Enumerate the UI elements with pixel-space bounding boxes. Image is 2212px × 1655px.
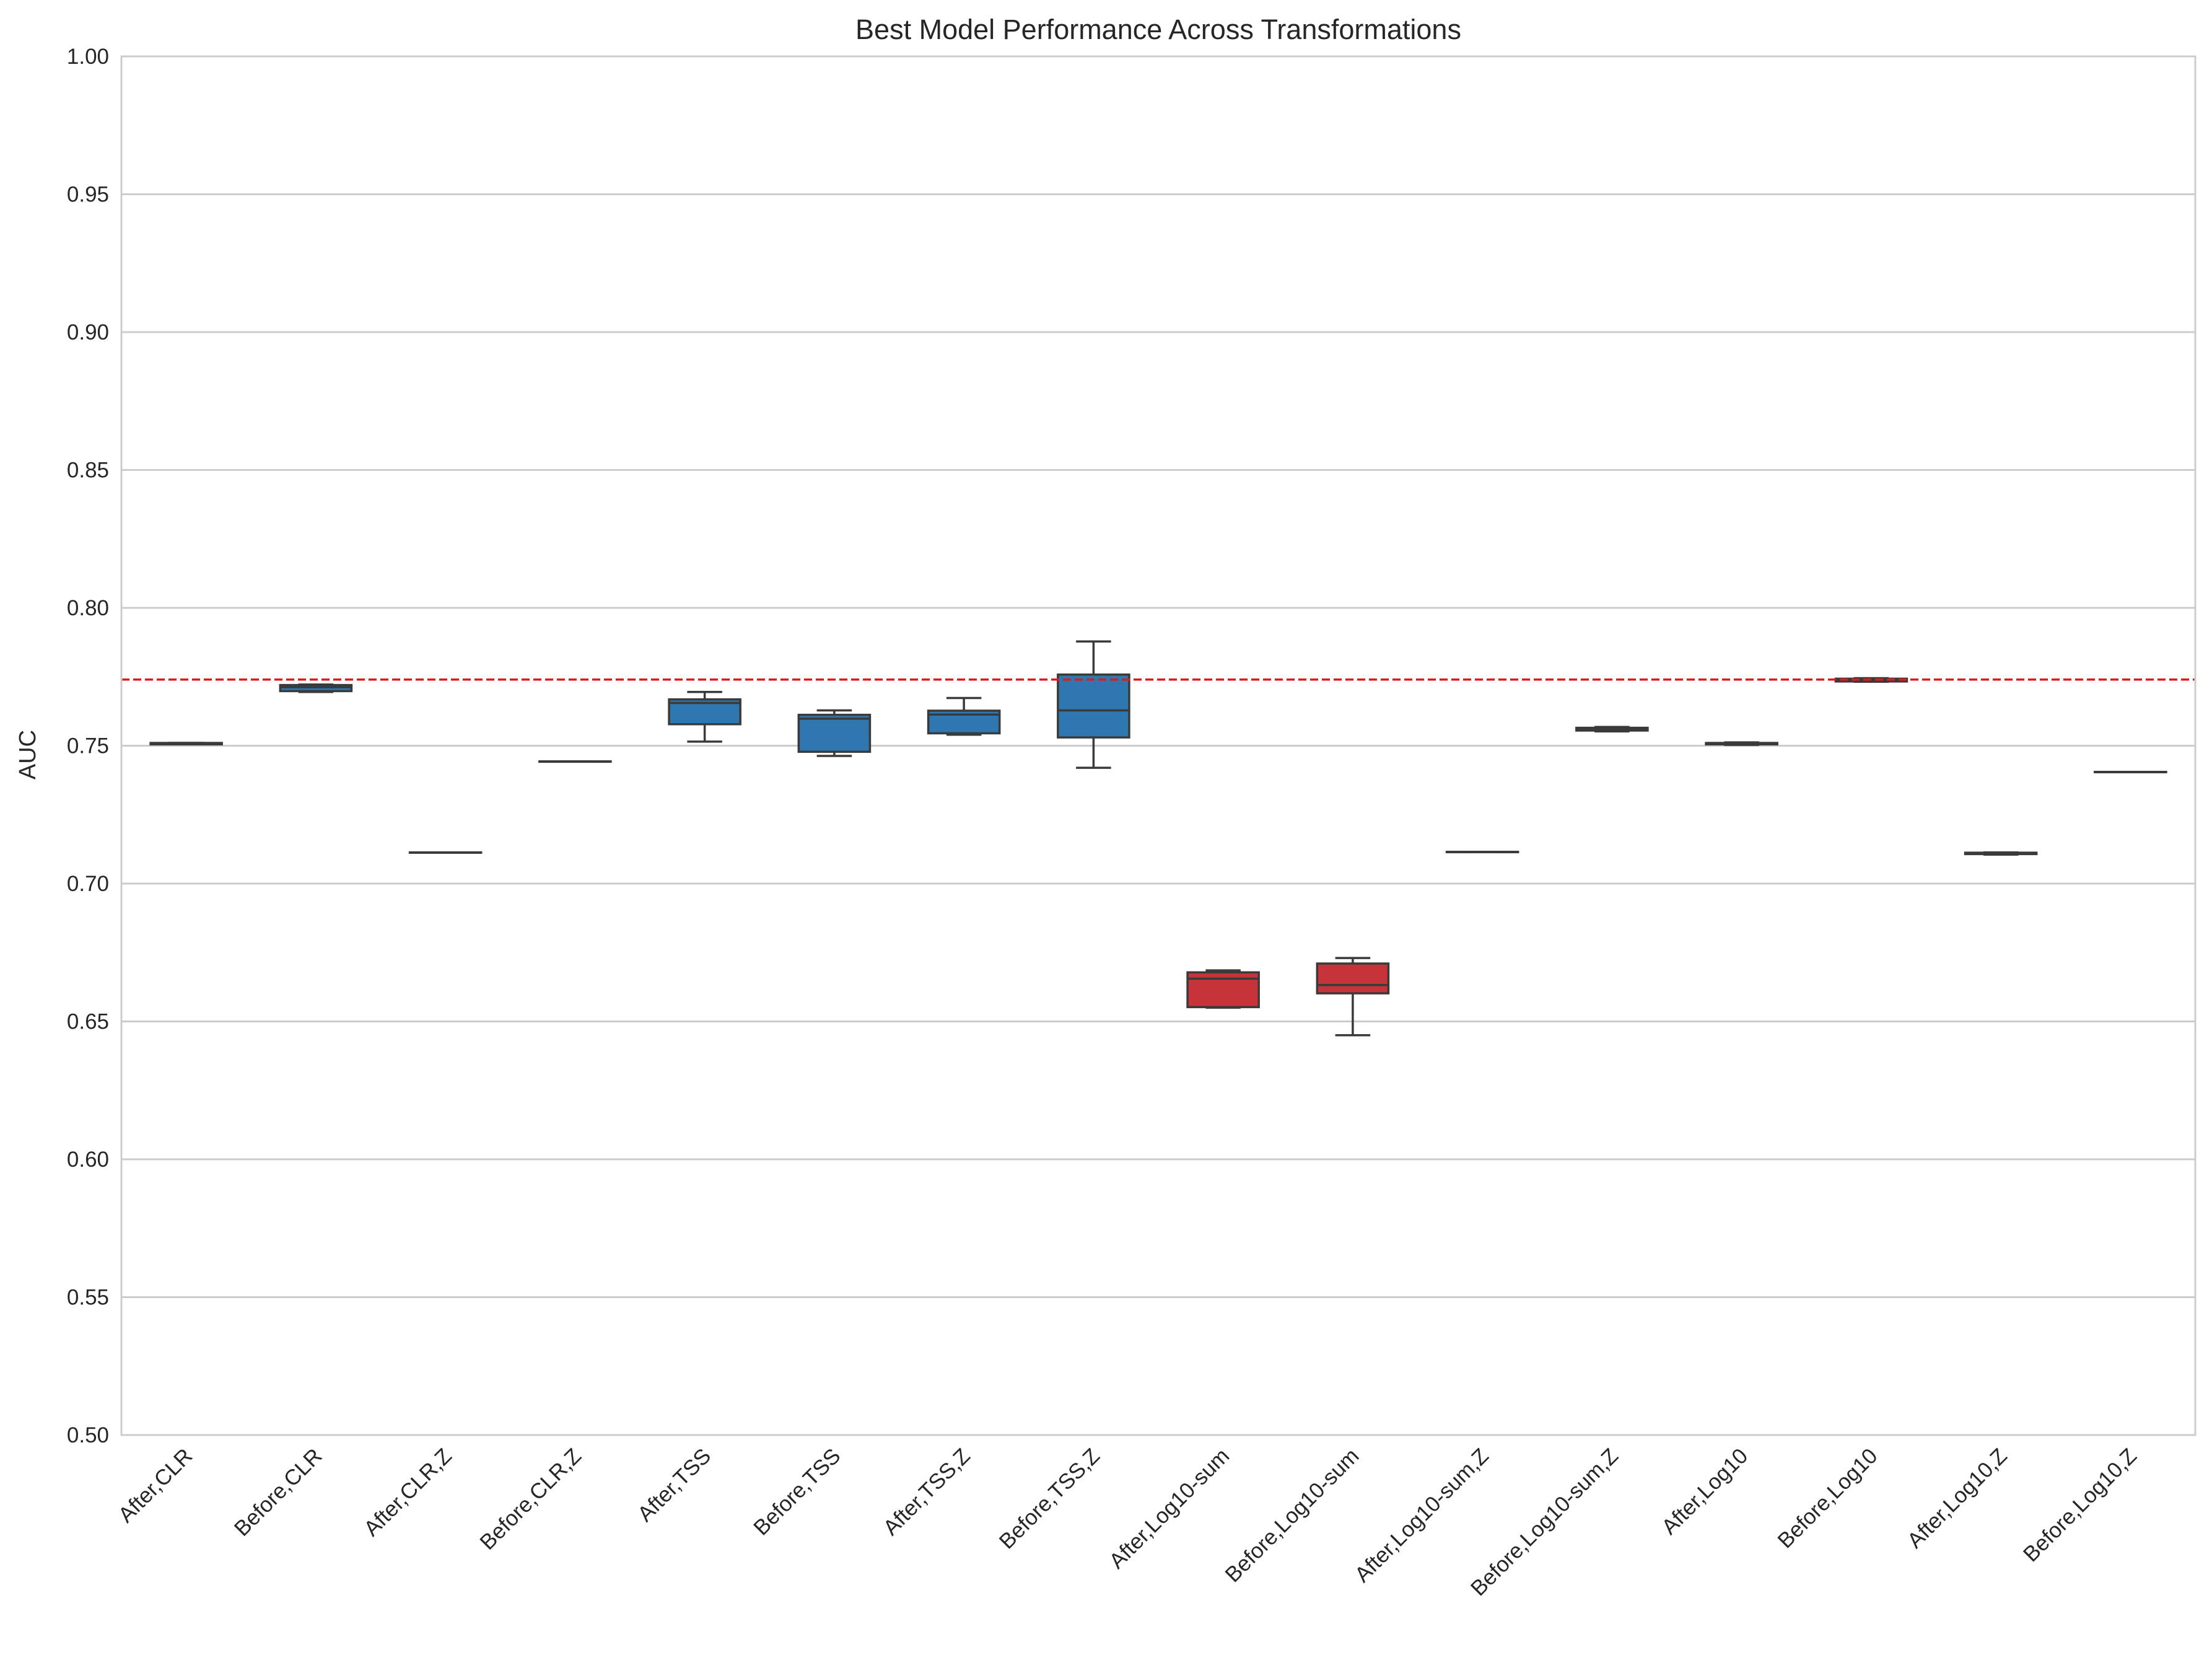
- box-plot: [927, 696, 1001, 736]
- box-body: [1316, 962, 1390, 994]
- y-axis-label: AUC: [15, 730, 41, 779]
- y-tick-label: 0.75: [67, 734, 109, 758]
- chart-title: Best Model Performance Across Transforma…: [855, 14, 1461, 45]
- plot-frame: [120, 55, 2197, 1436]
- box-body: [1057, 673, 1130, 739]
- box-body: [797, 713, 872, 753]
- box-plot: [668, 690, 741, 743]
- y-tick-label: 0.70: [67, 872, 109, 896]
- y-tick-label: 0.95: [67, 183, 109, 207]
- y-tick-label: 0.85: [67, 459, 109, 483]
- box-plot: [1575, 726, 1649, 733]
- y-tick-label: 0.65: [67, 1010, 109, 1034]
- box-plot: [1186, 969, 1260, 1009]
- box-plot: [149, 742, 223, 746]
- box-plot: [2094, 771, 2167, 774]
- box-plot: [1316, 957, 1390, 1037]
- y-ticks: 0.50 0.55 0.60 0.65 0.70 0.75 0.80 0.85 0.90 0.95…: [67, 45, 109, 1447]
- box-plot: [1445, 851, 1519, 854]
- box-plot: [279, 683, 353, 693]
- y-tick-label: 0.50: [67, 1423, 109, 1447]
- box-plot: [1057, 640, 1130, 769]
- y-tick-label: 0.60: [67, 1148, 109, 1172]
- y-tick-label: 0.55: [67, 1286, 109, 1310]
- boxes: [149, 640, 2167, 1037]
- y-tick-label: 0.90: [67, 320, 109, 345]
- box-plot: [1705, 741, 1778, 746]
- box-plot: [1964, 851, 2038, 856]
- box-plot: [797, 709, 872, 757]
- y-tick-label: 0.80: [67, 596, 109, 620]
- y-tick-label: 1.00: [67, 45, 109, 69]
- box-body: [1186, 971, 1260, 1009]
